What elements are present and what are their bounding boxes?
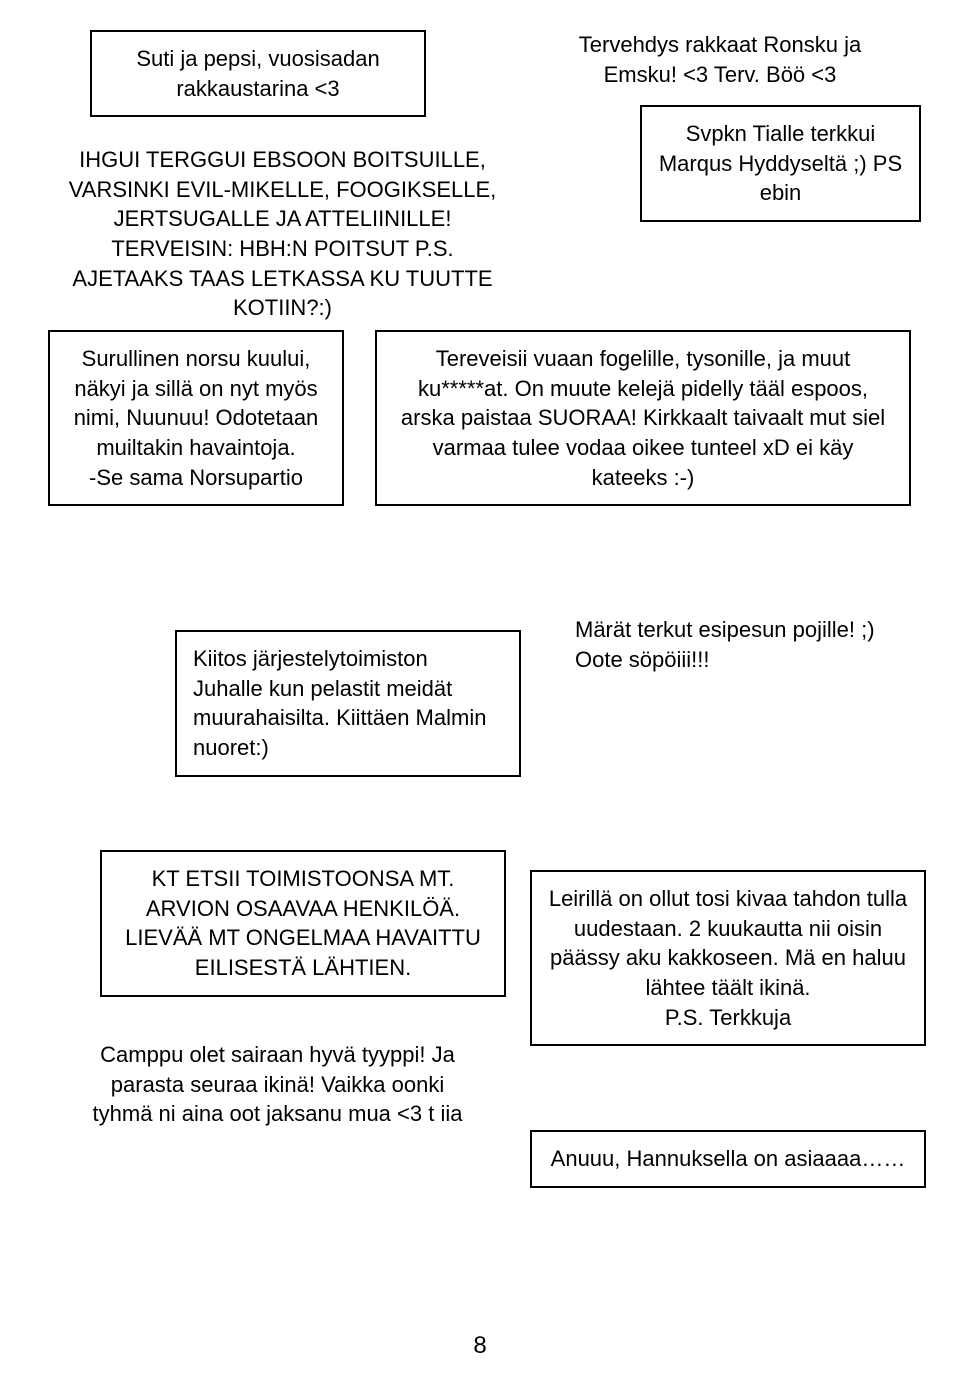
message-text-8: Märät terkut esipesun pojille! ;) Oote s… bbox=[575, 615, 880, 674]
message-box-4: Svpkn Tialle terkkui Marqus Hyddyseltä ;… bbox=[640, 105, 921, 222]
message-box-12: Anuuu, Hannuksella on asiaaaa…… bbox=[530, 1130, 926, 1188]
page-number: 8 bbox=[0, 1332, 960, 1360]
message-text-3: Tervehdys rakkaat Ronsku ja Emsku! <3 Te… bbox=[555, 30, 885, 89]
message-box-11: Leirillä on ollut tosi kivaa tahdon tull… bbox=[530, 870, 926, 1046]
message-box-1: Suti ja pepsi, vuosisadan rakkaustarina … bbox=[90, 30, 426, 117]
message-box-5: Surullinen norsu kuului, näkyi ja sillä … bbox=[48, 330, 344, 506]
page: Suti ja pepsi, vuosisadan rakkaustarina … bbox=[0, 0, 960, 1378]
message-text-10: Camppu olet sairaan hyvä tyyppi! Ja para… bbox=[80, 1040, 475, 1129]
message-box-9: KT ETSII TOIMISTOONSA MT. ARVION OSAAVAA… bbox=[100, 850, 506, 997]
message-text-2: IHGUI TERGGUI EBSOON BOITSUILLE, VARSINK… bbox=[55, 145, 510, 323]
message-box-6: Tereveisii vuaan fogelille, tysonille, j… bbox=[375, 330, 911, 506]
message-box-7: Kiitos järjestelytoimiston Juhalle kun p… bbox=[175, 630, 521, 777]
